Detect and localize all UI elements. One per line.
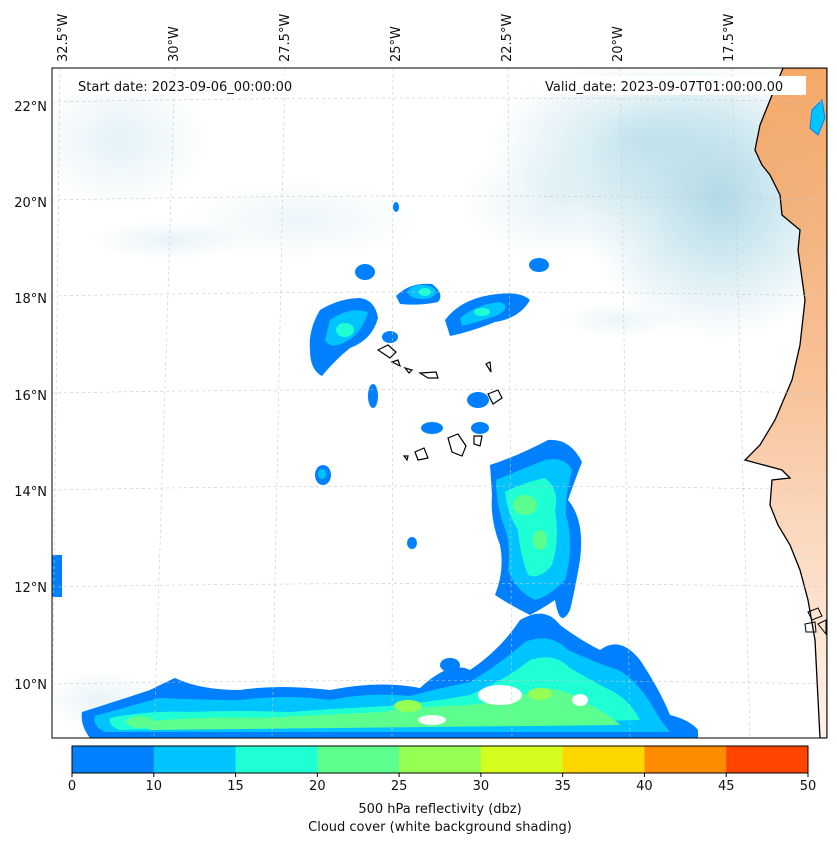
colorbar-tick-label: 10 <box>146 779 163 794</box>
colorbar-segment <box>235 746 318 773</box>
colorbar-segment <box>726 746 809 773</box>
lat-label: 10°N <box>14 678 47 693</box>
colorbar-tick-label: 50 <box>800 779 817 794</box>
colorbar-frame <box>71 745 809 774</box>
lon-label: 30°W <box>167 26 182 62</box>
colorbar-tick-label: 0 <box>68 779 76 794</box>
colorbar-segment <box>644 746 727 773</box>
lon-label: 32.5°W <box>56 14 71 62</box>
valid-date-label: Valid_date: 2023-09-07T01:00:00.00 <box>545 80 783 95</box>
colorbar-tick-label: 40 <box>636 779 653 794</box>
colorbar-segment <box>153 746 237 773</box>
map-panel <box>52 68 827 738</box>
cabo-verde-islands <box>376 344 503 462</box>
lat-label: 16°N <box>14 389 47 404</box>
colorbar-tick-label: 25 <box>391 779 408 794</box>
colorbar: 0 10 15 20 25 30 35 40 45 50 <box>68 745 817 794</box>
colorbar-segment <box>72 746 155 773</box>
lon-label: 20°W <box>611 26 626 62</box>
valid-date-box: Valid_date: 2023-09-07T01:00:00.00 <box>538 76 806 95</box>
reflectivity-layer <box>52 202 698 738</box>
latitude-labels: 22°N 20°N 18°N 16°N 14°N 12°N 10°N <box>14 100 47 693</box>
colorbar-tick-label: 15 <box>227 779 244 794</box>
lat-label: 20°N <box>14 196 47 211</box>
lon-label: 22.5°W <box>500 14 515 62</box>
colorbar-segment <box>399 746 482 773</box>
longitude-labels: 32.5°W 30°W 27.5°W 25°W 22.5°W 20°W 17.5… <box>56 14 737 62</box>
map-frame <box>51 67 828 739</box>
lat-label: 14°N <box>14 485 47 500</box>
colorbar-tick-label: 45 <box>718 779 735 794</box>
start-date-box: Start date: 2023-09-06_00:00:00 <box>72 76 312 95</box>
colorbar-tick-label: 20 <box>309 779 326 794</box>
lat-label: 12°N <box>14 581 47 596</box>
lat-label: 22°N <box>14 100 47 115</box>
colorbar-tick-label: 30 <box>473 779 490 794</box>
start-date-label: Start date: 2023-09-06_00:00:00 <box>78 80 292 95</box>
cloud-cover-layer <box>52 68 827 730</box>
lon-label: 25°W <box>389 26 404 62</box>
colorbar-segment <box>317 746 400 773</box>
lon-label: 27.5°W <box>278 14 293 62</box>
lon-label: 17.5°W <box>722 14 737 62</box>
graticule <box>52 68 827 738</box>
colorbar-segment <box>480 746 564 773</box>
coastal-islands <box>804 607 827 636</box>
colorbar-label-line1: 500 hPa reflectivity (dbz) <box>358 802 521 817</box>
lat-label: 18°N <box>14 292 47 307</box>
colorbar-segment <box>562 746 645 773</box>
colorbar-label-line2: Cloud cover (white background shading) <box>308 820 572 835</box>
colorbar-tick-label: 35 <box>554 779 571 794</box>
